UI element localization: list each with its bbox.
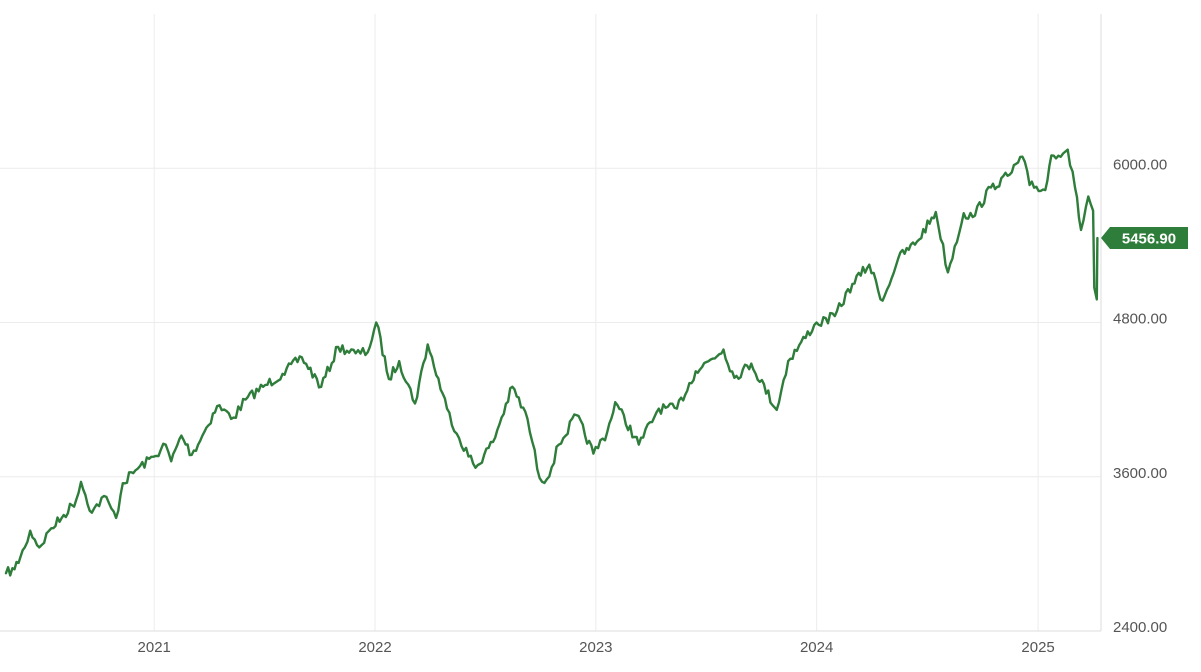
last-value-label: 5456.90 [1122,231,1176,248]
x-tick-label: 2024 [800,639,833,656]
series-line [4,148,1099,577]
y-tick-label: 3600.00 [1113,465,1167,482]
y-tick-label: 4800.00 [1113,311,1167,328]
y-axis-ticks: 2400.00 3600.00 4800.00 6000.00 [1113,156,1167,636]
x-axis-ticks: 2021 2022 2023 2024 2025 [138,639,1055,656]
grid-lines [0,14,1101,632]
y-tick-label: 6000.00 [1113,156,1167,173]
x-tick-label: 2023 [579,639,612,656]
last-value-marker: 5456.90 [1101,227,1188,250]
x-tick-label: 2025 [1021,639,1054,656]
last-value-tag [1101,227,1188,250]
axes [0,14,1102,632]
x-tick-label: 2021 [138,639,171,656]
series-layer [4,148,1099,577]
y-tick-label: 2400.00 [1113,619,1167,636]
x-tick-label: 2022 [358,639,391,656]
